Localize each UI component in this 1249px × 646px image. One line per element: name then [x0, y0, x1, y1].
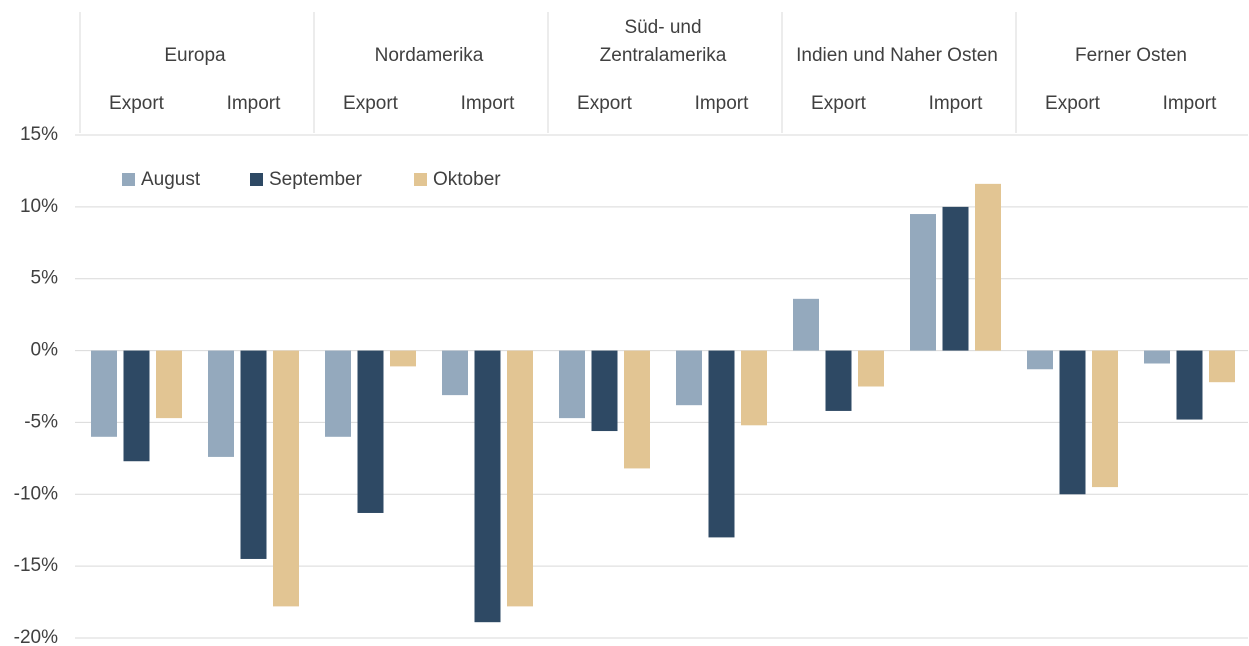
- bar: [858, 350, 884, 387]
- group-label: Süd- und Zentralamerika: [599, 17, 727, 66]
- category-label: Import: [226, 93, 281, 114]
- y-tick-label: -10%: [14, 483, 58, 504]
- category-label: Import: [694, 93, 749, 114]
- bar: [507, 350, 533, 607]
- bar: [591, 350, 618, 432]
- bar: [357, 350, 384, 513]
- bar: [975, 183, 1001, 351]
- bar: [1027, 350, 1053, 370]
- category-label: Export: [1045, 93, 1100, 114]
- y-tick-label: 10%: [20, 196, 58, 217]
- category-label: Import: [460, 93, 515, 114]
- bar: [156, 350, 182, 419]
- group-label: Europa: [164, 45, 226, 66]
- category-label: Export: [109, 93, 164, 114]
- bar: [474, 350, 501, 623]
- legend-label: September: [269, 169, 363, 190]
- bar: [741, 350, 767, 426]
- bar: [942, 206, 969, 351]
- bar: [1144, 350, 1170, 364]
- group-label: Ferner Osten: [1075, 45, 1187, 66]
- y-tick-label: 0%: [31, 340, 59, 361]
- legend-swatch: [414, 173, 427, 186]
- bar: [793, 298, 819, 351]
- y-tick-label: -20%: [14, 627, 58, 646]
- group-label: Nordamerika: [374, 45, 484, 66]
- group-label: Indien und Naher Osten: [796, 45, 998, 66]
- bar: [825, 350, 852, 411]
- bar: [1176, 350, 1203, 420]
- bar: [559, 350, 585, 419]
- y-tick-label: 5%: [31, 268, 59, 289]
- y-tick-label: -5%: [24, 411, 58, 432]
- bar: [1209, 350, 1235, 383]
- category-label: Import: [1162, 93, 1217, 114]
- legend-label: Oktober: [433, 169, 501, 190]
- bar: [1059, 350, 1086, 495]
- category-label: Export: [811, 93, 866, 114]
- bar: [676, 350, 702, 406]
- bar: [910, 214, 936, 351]
- bar: [91, 350, 117, 437]
- y-tick-label: 15%: [20, 124, 58, 145]
- bar: [708, 350, 735, 538]
- bar: [273, 350, 299, 607]
- bar: [325, 350, 351, 437]
- bar: [1092, 350, 1118, 488]
- bar: [208, 350, 234, 457]
- y-tick-label: -15%: [14, 555, 58, 576]
- bar: [240, 350, 267, 559]
- legend-label: August: [141, 169, 201, 190]
- bar: [442, 350, 468, 396]
- bar: [390, 350, 416, 367]
- bar: [123, 350, 150, 462]
- category-label: Import: [928, 93, 983, 114]
- legend-swatch: [250, 173, 263, 186]
- legend-swatch: [122, 173, 135, 186]
- category-label: Export: [577, 93, 632, 114]
- category-label: Export: [343, 93, 398, 114]
- bar: [624, 350, 650, 469]
